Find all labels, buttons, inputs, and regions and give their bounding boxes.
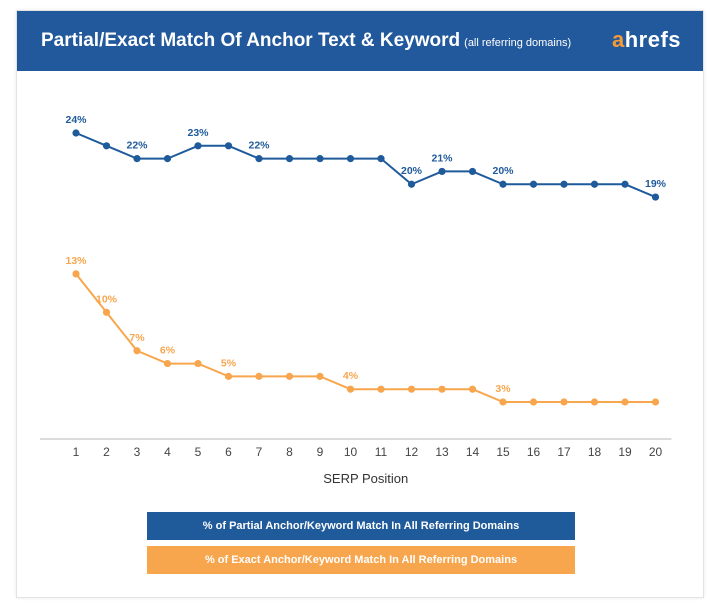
data-point [72,129,80,137]
data-point [255,155,263,163]
data-point [102,308,111,316]
data-label: 13% [65,255,87,267]
data-point [621,398,629,406]
data-point [224,142,233,150]
data-point [316,155,324,163]
data-point [133,347,141,355]
data-label: 6% [160,345,176,357]
legend-exact-match: % of Exact Anchor/Keyword Match In All R… [147,546,575,574]
data-point [560,180,568,188]
data-point [285,372,294,380]
x-tick-label: 17 [557,445,571,459]
data-label: 21% [431,152,453,164]
chart-title-text: Partial/Exact Match Of Anchor Text & Key… [41,30,461,51]
data-point [316,372,324,380]
data-point [560,398,568,406]
data-point [529,180,538,188]
data-point [346,155,355,163]
data-point [133,155,141,163]
chart-title: Partial/Exact Match Of Anchor Text & Key… [41,30,571,52]
x-tick-label: 1 [73,445,80,459]
data-point [407,385,416,393]
data-point [163,359,172,368]
data-point [346,385,355,393]
x-tick-label: 8 [286,445,293,459]
data-point [72,270,80,278]
data-point [468,385,477,393]
x-tick-label: 9 [317,445,324,459]
data-label: 22% [126,140,148,152]
data-label: 3% [495,383,511,395]
data-point [499,398,507,406]
data-point [194,142,202,150]
series-line-partial [75,132,656,198]
x-tick-label: 13 [435,445,449,459]
data-label: 7% [129,332,145,344]
x-tick-label: 15 [496,445,510,459]
data-point [590,398,599,406]
data-label: 24% [65,114,87,126]
data-label: 23% [187,127,209,139]
data-point [590,180,599,188]
data-point [621,180,629,188]
x-tick-label: 5 [195,445,202,459]
data-label: 5% [221,357,237,369]
data-point [499,180,507,188]
data-label: 19% [645,178,667,190]
x-tick-label: 14 [466,445,480,459]
data-label: 22% [248,140,270,152]
x-tick-label: 12 [405,445,419,459]
x-tick-label: 18 [588,445,602,459]
x-tick-label: 6 [225,445,232,459]
ahrefs-logo: ahrefs [612,27,681,53]
data-point [377,385,385,393]
logo-accent-letter: a [611,27,625,52]
x-tick-label: 11 [375,445,388,459]
x-tick-label: 16 [527,445,541,459]
data-point [377,155,385,163]
data-point [224,372,233,380]
data-point [255,372,263,380]
x-axis-title: SERP Position [323,471,408,486]
data-point [163,155,172,163]
data-point [407,180,416,188]
data-point [438,167,446,176]
data-label: 10% [96,293,118,305]
x-tick-label: 10 [344,445,358,459]
x-tick-label: 19 [618,445,632,459]
data-point [651,398,660,406]
x-tick-label: 20 [649,445,663,459]
data-point [285,155,294,163]
data-label: 20% [401,165,423,177]
chart-frame: Partial/Exact Match Of Anchor Text & Key… [16,10,704,598]
chart-header: Partial/Exact Match Of Anchor Text & Key… [17,11,703,71]
data-point [194,359,202,368]
data-point [529,398,538,406]
data-label: 4% [343,370,359,382]
logo-wordmark: hrefs [624,27,681,52]
chart-subtitle: (all referring domains) [464,37,572,49]
legend-partial-match: % of Partial Anchor/Keyword Match In All… [147,512,575,540]
data-label: 20% [492,165,514,177]
x-tick-label: 7 [256,445,263,459]
x-tick-label: 3 [134,445,141,459]
data-point [438,385,446,393]
x-tick-label: 4 [164,445,171,459]
series-line-exact [75,273,656,403]
data-point [102,142,111,150]
data-point [468,167,477,176]
data-point [651,193,660,201]
x-tick-label: 2 [103,445,110,459]
